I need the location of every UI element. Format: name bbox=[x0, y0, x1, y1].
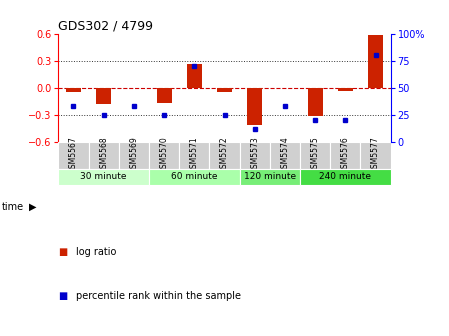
Text: GSM5577: GSM5577 bbox=[371, 137, 380, 173]
Bar bbox=[308, 88, 323, 116]
Text: time: time bbox=[2, 202, 24, 212]
FancyBboxPatch shape bbox=[330, 141, 361, 169]
Text: 240 minute: 240 minute bbox=[319, 172, 371, 181]
FancyBboxPatch shape bbox=[209, 141, 240, 169]
Text: GSM5569: GSM5569 bbox=[129, 137, 138, 173]
FancyBboxPatch shape bbox=[119, 141, 149, 169]
FancyBboxPatch shape bbox=[270, 141, 300, 169]
FancyBboxPatch shape bbox=[149, 141, 179, 169]
FancyBboxPatch shape bbox=[240, 141, 270, 169]
Text: GSM5575: GSM5575 bbox=[311, 137, 320, 173]
Bar bbox=[338, 88, 353, 91]
Bar bbox=[157, 88, 172, 103]
FancyBboxPatch shape bbox=[58, 141, 88, 169]
Text: GSM5573: GSM5573 bbox=[250, 137, 259, 173]
Text: GSM5572: GSM5572 bbox=[220, 137, 229, 173]
Text: ■: ■ bbox=[58, 247, 68, 257]
Text: 30 minute: 30 minute bbox=[80, 172, 127, 181]
Text: percentile rank within the sample: percentile rank within the sample bbox=[76, 291, 241, 301]
Text: 120 minute: 120 minute bbox=[244, 172, 296, 181]
Text: GSM5571: GSM5571 bbox=[190, 137, 199, 173]
Bar bbox=[217, 88, 232, 92]
Text: ▶: ▶ bbox=[29, 202, 37, 212]
FancyBboxPatch shape bbox=[58, 169, 149, 185]
Bar bbox=[368, 35, 383, 88]
FancyBboxPatch shape bbox=[300, 141, 330, 169]
Text: GSM5574: GSM5574 bbox=[281, 137, 290, 173]
FancyBboxPatch shape bbox=[88, 141, 119, 169]
Bar bbox=[66, 88, 81, 92]
Bar bbox=[187, 64, 202, 88]
Text: GSM5570: GSM5570 bbox=[159, 137, 168, 173]
Text: GSM5568: GSM5568 bbox=[99, 137, 108, 173]
Text: GSM5567: GSM5567 bbox=[69, 137, 78, 173]
Bar bbox=[96, 88, 111, 104]
Text: log ratio: log ratio bbox=[76, 247, 117, 257]
FancyBboxPatch shape bbox=[300, 169, 391, 185]
FancyBboxPatch shape bbox=[240, 169, 300, 185]
Text: ■: ■ bbox=[58, 291, 68, 301]
Text: GDS302 / 4799: GDS302 / 4799 bbox=[58, 19, 154, 33]
FancyBboxPatch shape bbox=[149, 169, 240, 185]
Bar bbox=[247, 88, 262, 125]
Text: GSM5576: GSM5576 bbox=[341, 137, 350, 173]
FancyBboxPatch shape bbox=[179, 141, 209, 169]
Text: 60 minute: 60 minute bbox=[171, 172, 218, 181]
FancyBboxPatch shape bbox=[361, 141, 391, 169]
